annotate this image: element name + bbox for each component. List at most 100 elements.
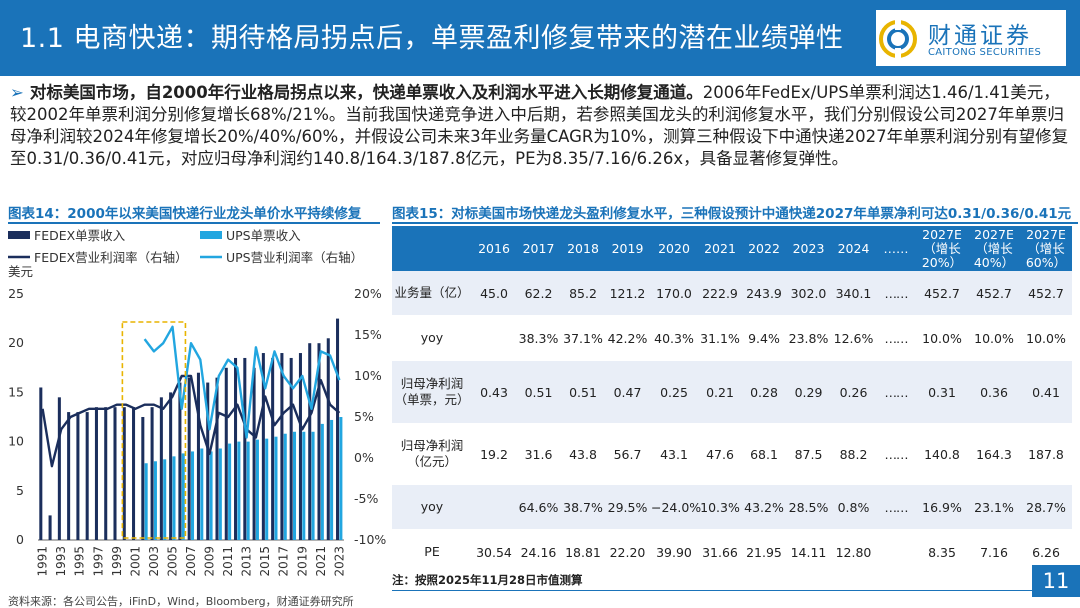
page-title: 1.1 电商快递：期待格局拐点后，单票盈利修复带来的潜在业绩弹性 (20, 23, 844, 54)
bar (39, 387, 43, 540)
bar (122, 407, 126, 540)
legend-swatch (8, 231, 30, 239)
table-cell: 0.8% (831, 485, 876, 529)
table-cell: 40.3% (654, 330, 694, 346)
legend-label: UPS营业利润率（右轴） (226, 250, 363, 265)
table-cell: 12.6% (833, 330, 874, 346)
y-axis-title: 美元 (8, 264, 33, 279)
x-tick-label: 2017 (277, 546, 291, 577)
table-cell: 0.43 (472, 361, 516, 423)
legend-label: UPS单票收入 (226, 228, 301, 243)
bar (191, 451, 195, 540)
y2-tick-label: -5% (354, 491, 378, 506)
table-cell: …… (876, 271, 916, 315)
table-cell: 0.26 (831, 361, 876, 423)
table-cell: 121.2 (605, 271, 650, 315)
bar (178, 382, 182, 540)
row-label: PE (424, 544, 440, 559)
table-cell: 39.90 (656, 544, 692, 560)
bar (320, 423, 324, 540)
table-header-cell: 2016 (472, 226, 516, 271)
bar (48, 515, 52, 540)
bar (224, 367, 228, 540)
y2-tick-label: 15% (354, 327, 382, 342)
table-cell: …… (884, 330, 909, 346)
row-label: 归母净利润 （亿元） (400, 438, 464, 469)
table-header-row: 2016 2017 2018 2019 2020 2021 2022 2023 2024…… 20… (392, 226, 1072, 271)
figure-15-divider (392, 222, 1078, 224)
table-cell: 31.6 (524, 446, 553, 462)
bar (255, 439, 259, 540)
x-tick-label: 2013 (240, 546, 254, 577)
table-cell: 452.7 (1020, 271, 1072, 315)
table-cell (472, 485, 516, 529)
table-header-cell: 2027E （增长 40%） (968, 226, 1020, 271)
table-cell: …… (884, 446, 909, 462)
footer-divider (392, 590, 1072, 591)
table-header-cell: 2020 (650, 226, 698, 271)
x-tick-label: 2019 (295, 546, 309, 577)
table-cell (876, 529, 916, 575)
row-label: yoy (420, 330, 444, 345)
bar (163, 459, 167, 540)
figure-15-title: 图表15：对标美国市场快递龙头盈利修复水平，三种假设预计中通快递2027年单票净… (392, 206, 1072, 222)
table-cell: 88.2 (839, 446, 868, 462)
table-cell: 45.0 (472, 271, 516, 315)
table-cell: 6.26 (1032, 544, 1060, 560)
table-cell: 43.2% (742, 485, 786, 529)
bar (252, 367, 256, 540)
bar (200, 448, 204, 540)
table-cell: 0.25 (650, 361, 698, 423)
row-label: yoy (392, 485, 472, 529)
table-cell: 452.7 (968, 271, 1020, 315)
table-cell: 18.81 (565, 544, 601, 560)
table-cell: 16.9% (916, 485, 968, 529)
table-cell: 23.8% (788, 330, 829, 346)
table-cell: 47.6 (706, 446, 734, 462)
table-cell: 0.31 (916, 361, 968, 423)
bar (172, 456, 176, 540)
table-row: yoy 64.6% 38.7% 29.5% −24.0% 10.3% 43.2% 28.5% 0… (392, 485, 1072, 529)
bar (237, 441, 241, 540)
y-tick-label: 25 (8, 286, 24, 301)
y-tick-label: 15 (8, 384, 24, 399)
bar (94, 407, 98, 540)
y2-tick-label: 0% (354, 450, 374, 465)
bar (159, 397, 163, 540)
page-number: 11 (1032, 565, 1080, 597)
bullet-arrow-icon: ➢ (10, 83, 24, 102)
x-tick-label: 2021 (314, 546, 328, 577)
table-cell: 31.1% (700, 330, 740, 346)
summary-body: 2006年FedEx/UPS单票利润达1.46/1.41美元，较2002年单票利… (10, 83, 1069, 168)
table-cell: 170.0 (650, 271, 698, 315)
summary-paragraph: ➢ 对标美国市场，自2000年行业格局拐点以来，快递单票收入及利润水平进入长期修复… (10, 82, 1072, 170)
x-tick-label: 1995 (73, 546, 87, 577)
table-cell: …… (876, 361, 916, 423)
table-cell: 0.21 (698, 361, 742, 423)
table-cell: 68.1 (750, 446, 778, 462)
bar (209, 451, 213, 540)
y2-tick-label: 20% (354, 286, 382, 301)
table-row: 归母净利润 （亿元） 19.2 31.6 43.8 56.7 43.1 47.6 68.1 87.… (392, 423, 1072, 485)
table-cell: 43.8 (569, 446, 597, 462)
table-cell: 140.8 (924, 446, 960, 462)
table-cell: 21.95 (746, 544, 782, 560)
table-row: yoy 38.3% 37.1% 42.2% 40.3% 31.1% 9.4% 23.8% 12.… (392, 315, 1072, 361)
table-header-cell: 2017 (516, 226, 561, 271)
x-tick-label: 1999 (110, 546, 124, 577)
table-cell: 23.1% (968, 485, 1020, 529)
table-cell: −24.0% (650, 485, 701, 529)
table-header-cell: 2018 (561, 226, 605, 271)
highlight-box (121, 321, 187, 539)
table-cell: 7.16 (980, 544, 1008, 560)
table-header-cell: 2023 (786, 226, 831, 271)
table-cell: 28.7% (1020, 485, 1072, 529)
table-cell: 56.7 (613, 446, 642, 462)
table-cell: 30.54 (476, 544, 512, 560)
bar (153, 461, 157, 540)
bar (57, 397, 61, 540)
table-header-cell: …… (876, 226, 916, 271)
bar (271, 357, 275, 540)
source-text: 资料来源：各公司公告，iFinD，Wind，Bloomberg，财通证券研究所 (8, 595, 354, 608)
bar (113, 407, 117, 540)
